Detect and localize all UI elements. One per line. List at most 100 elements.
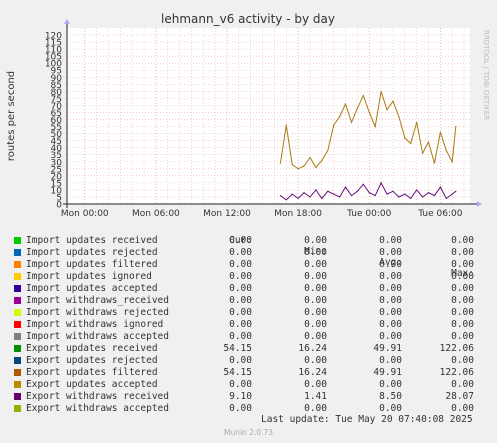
x-tick-label: Mon 12:00 xyxy=(203,209,251,219)
series-point xyxy=(291,163,293,166)
legend-label: Import updates filtered xyxy=(26,259,158,270)
legend-row: Import updates received 0.00 0.00 0.00 0.00 xyxy=(0,235,497,247)
legend-swatch xyxy=(14,345,21,352)
legend-min: 0.00 xyxy=(304,295,327,306)
y-tick-label: 100 xyxy=(45,60,62,70)
legend-cur: 54.15 xyxy=(223,367,252,378)
legend-row: Export updates filtered 54.15 16.24 49.91 12… xyxy=(0,367,497,379)
legend-min: 0.00 xyxy=(304,403,327,414)
legend-swatch xyxy=(14,273,21,280)
series-point xyxy=(333,124,335,126)
y-tick-label: 0 xyxy=(56,201,62,211)
legend-avg: 0.00 xyxy=(379,307,402,318)
legend-min: 0.00 xyxy=(304,247,327,258)
y-tick-label: 40 xyxy=(51,144,63,154)
legend-label: Import withdraws_received xyxy=(26,295,169,306)
legend-swatch xyxy=(14,249,21,256)
legend-cur: 0.00 xyxy=(229,283,252,294)
legend-swatch xyxy=(14,285,21,292)
legend-avg: 8.50 xyxy=(379,391,402,402)
legend-row: Import withdraws accepted 0.00 0.00 0.00 0.0… xyxy=(0,331,497,343)
series-point xyxy=(321,197,323,199)
header-max: Max: xyxy=(451,268,474,279)
series-point xyxy=(297,197,299,199)
legend-min: 0.00 xyxy=(304,319,327,330)
last-update: Last update: Tue May 20 07:40:08 2025 xyxy=(261,414,473,425)
y-tick-label: 50 xyxy=(51,130,63,140)
y-tick-label: 15 xyxy=(51,179,62,189)
series-point xyxy=(368,111,370,114)
legend-cur: 0.00 xyxy=(229,259,252,270)
legend-swatch xyxy=(14,357,21,364)
series-point xyxy=(427,141,430,143)
legend-cur: 0.00 xyxy=(229,295,252,306)
legend-avg: 0.00 xyxy=(379,235,402,246)
legend-max: 0.00 xyxy=(451,319,474,330)
x-tick-label: Tue 06:00 xyxy=(417,209,462,219)
legend-max: 0.00 xyxy=(451,355,474,366)
legend-cur: 0.00 xyxy=(229,319,252,330)
series-point xyxy=(410,142,412,145)
y-tick-label: 45 xyxy=(51,137,62,147)
series-point xyxy=(374,194,376,197)
legend-min: 0.00 xyxy=(304,331,327,342)
y-tick-label: 75 xyxy=(51,95,62,105)
x-tick-label: Mon 18:00 xyxy=(274,209,322,219)
y-tick-label: 85 xyxy=(51,81,62,91)
series-point xyxy=(315,189,317,191)
series-point xyxy=(356,107,358,109)
y-tick-label: 35 xyxy=(51,151,62,161)
legend-max: 0.00 xyxy=(451,295,474,306)
series-point xyxy=(344,186,347,188)
series-point xyxy=(421,196,424,198)
legend-min: 0.00 xyxy=(304,271,327,282)
legend-label: Export withdraws received xyxy=(26,391,169,402)
y-tick-label: 105 xyxy=(45,53,62,63)
legend-max: 0.00 xyxy=(451,283,474,294)
series-point xyxy=(315,166,317,168)
legend-avg: 49.91 xyxy=(373,367,402,378)
legend-avg: 0.00 xyxy=(379,331,402,342)
legend-min: 0.00 xyxy=(304,283,327,294)
legend-label: Import updates rejected xyxy=(26,247,158,258)
series-point xyxy=(421,152,424,154)
legend-swatch xyxy=(14,369,21,376)
legend-max: 0.00 xyxy=(451,331,474,342)
series-point xyxy=(427,192,430,194)
y-tick-label: 80 xyxy=(51,88,63,98)
y-tick-label: 5 xyxy=(56,193,62,203)
legend-swatch xyxy=(14,333,21,340)
legend-cur: 0.00 xyxy=(229,235,252,246)
legend-swatch xyxy=(14,309,21,316)
x-axis-arrow xyxy=(477,201,482,207)
series-point xyxy=(339,196,341,198)
y-tick-label: 70 xyxy=(51,102,63,112)
legend-avg: 0.00 xyxy=(379,319,402,330)
series-point xyxy=(362,94,364,97)
series-point xyxy=(291,193,293,195)
legend-cur: 0.00 xyxy=(229,403,252,414)
series-point xyxy=(455,190,457,192)
legend-avg: 0.00 xyxy=(379,403,402,414)
legend-cur: 0.00 xyxy=(229,271,252,282)
series-point xyxy=(327,149,329,152)
series-point xyxy=(410,197,412,199)
legend-label: Import updates accepted xyxy=(26,283,158,294)
legend-max: 0.00 xyxy=(451,403,474,414)
series-point xyxy=(392,100,394,102)
y-tick-label: 55 xyxy=(51,123,62,133)
legend-min: 0.00 xyxy=(304,355,327,366)
y-tick-label: 110 xyxy=(45,46,62,56)
legend-label: Import withdraws accepted xyxy=(26,331,169,342)
series-point xyxy=(303,192,305,194)
plot-area xyxy=(67,28,470,204)
legend-min: 16.24 xyxy=(298,343,327,354)
y-tick-label: 95 xyxy=(51,67,62,77)
legend-swatch xyxy=(14,393,21,400)
legend-header: Cur: Min: Avg: Max: xyxy=(0,224,497,279)
y-tick-label: 90 xyxy=(51,74,63,84)
chart: lehmann_v6 activity - by day RRDTOOL / T… xyxy=(6,12,490,219)
y-axis-arrow xyxy=(64,19,70,24)
y-tick-label: 20 xyxy=(51,172,63,182)
series-point xyxy=(451,161,453,163)
